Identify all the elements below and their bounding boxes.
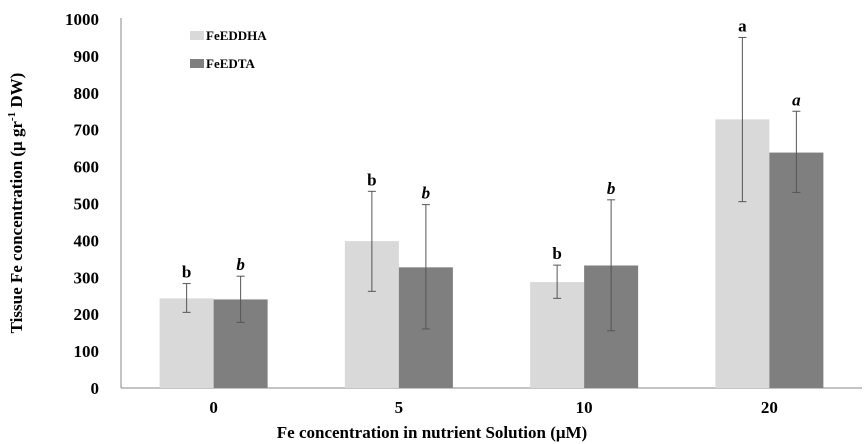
legend: FeEDDHA FeEDTA — [190, 28, 267, 71]
y-tick-label-100: 100 — [74, 342, 100, 361]
y-tick-label-600: 600 — [74, 158, 100, 177]
y-tick-label-300: 300 — [74, 268, 100, 287]
significance-label-FeEDDHA-0: b — [182, 263, 191, 282]
x-axis-title: Fe concentration in nutrient Solution (μ… — [277, 423, 587, 442]
y-tick-labels: 0 100 200 300 400 500 600 700 800 900 1000 — [65, 10, 99, 398]
legend-swatch-FeEDDHA — [190, 31, 204, 40]
x-tick-label-20: 20 — [761, 398, 778, 417]
x-tick-labels: 0 5 10 20 — [209, 398, 778, 417]
y-tick-label-800: 800 — [74, 84, 100, 103]
bar-FeEDDHA-0 — [159, 298, 214, 388]
y-axis-title-superscript: -1 — [6, 112, 18, 121]
significance-label-FeEDTA-10: b — [607, 179, 616, 198]
x-tick-label-10: 10 — [576, 398, 593, 417]
bar-FeEDDHA-10 — [530, 282, 585, 388]
bars: b b b b b b a a — [159, 16, 824, 389]
x-tick-label-5: 5 — [395, 398, 404, 417]
y-axis-title-main: Tissue Fe concentration (μ gr — [7, 121, 26, 334]
y-tick-label-1000: 1000 — [65, 10, 99, 29]
y-axis-title: Tissue Fe concentration (μ gr-1 DW) — [6, 73, 26, 334]
significance-label-FeEDDHA-20: a — [738, 16, 747, 35]
y-tick-label-400: 400 — [74, 231, 100, 250]
y-tick-label-0: 0 — [91, 379, 100, 398]
legend-label-FeEDTA: FeEDTA — [206, 56, 255, 71]
legend-swatch-FeEDTA — [190, 59, 204, 68]
significance-label-FeEDTA-0: b — [236, 255, 245, 274]
y-tick-label-500: 500 — [74, 195, 100, 214]
significance-label-FeEDDHA-5: b — [367, 170, 376, 189]
significance-label-FeEDTA-20: a — [792, 90, 801, 109]
y-tick-label-200: 200 — [74, 305, 100, 324]
legend-label-FeEDDHA: FeEDDHA — [206, 28, 267, 43]
significance-label-FeEDTA-5: b — [422, 184, 431, 203]
x-tick-label-0: 0 — [209, 398, 218, 417]
y-axis-title-end: DW) — [7, 73, 26, 112]
y-tick-label-700: 700 — [74, 121, 100, 140]
y-tick-label-900: 900 — [74, 47, 100, 66]
significance-label-FeEDDHA-10: b — [552, 244, 561, 263]
